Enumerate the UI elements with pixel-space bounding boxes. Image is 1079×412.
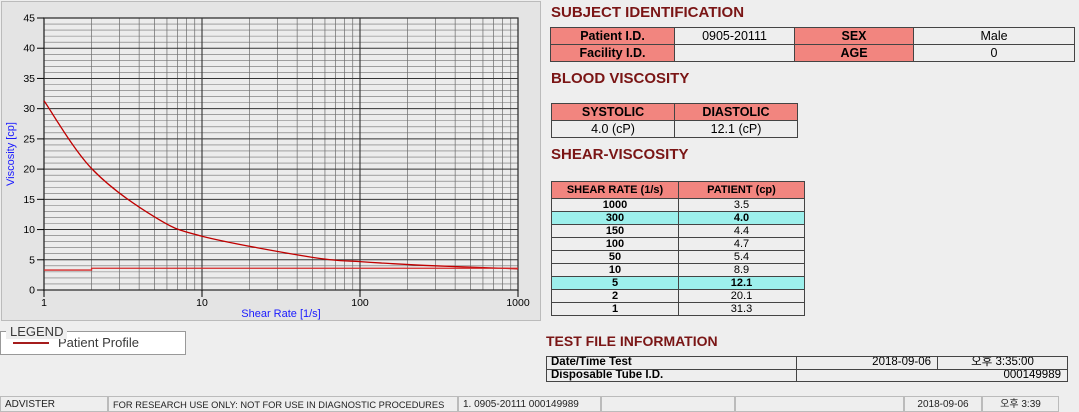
svg-text:25: 25 [23,133,35,145]
svg-text:35: 35 [23,73,35,85]
svg-text:0: 0 [29,285,35,297]
svg-text:1000: 1000 [506,297,530,309]
svg-text:5: 5 [29,254,35,266]
svg-text:20: 20 [23,164,35,176]
svg-text:40: 40 [23,43,35,55]
svg-text:15: 15 [23,194,35,206]
svg-text:45: 45 [23,13,35,25]
svg-text:30: 30 [23,103,35,115]
svg-text:100: 100 [351,297,369,309]
svg-text:1: 1 [41,297,47,309]
svg-text:10: 10 [196,297,208,309]
svg-text:Viscosity [cp]: Viscosity [cp] [5,122,17,186]
svg-text:10: 10 [23,224,35,236]
svg-text:Shear Rate [1/s]: Shear Rate [1/s] [241,308,321,320]
